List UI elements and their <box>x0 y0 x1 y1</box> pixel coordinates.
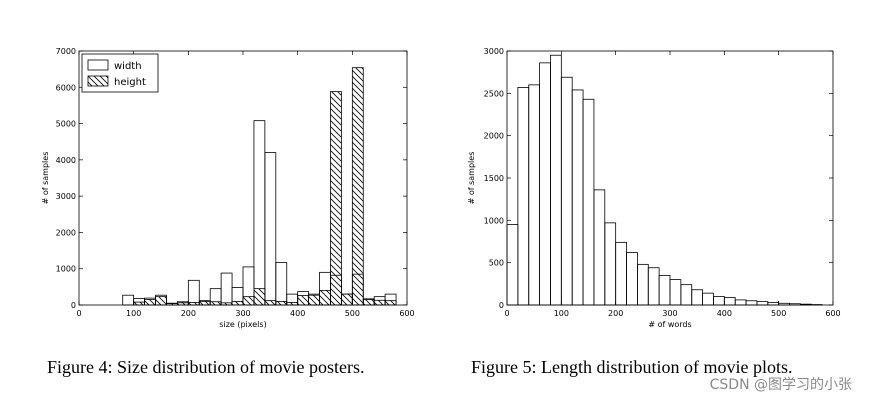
bar-height-540 <box>373 299 386 306</box>
bar-series-220 <box>626 252 638 306</box>
y-tick-label: 0 <box>499 301 504 310</box>
x-tick-label: 600 <box>399 309 414 318</box>
bar-series-160 <box>593 189 606 306</box>
bar-series-340 <box>691 289 704 306</box>
bar-series-380 <box>713 296 725 306</box>
bar-series-440 <box>745 300 758 306</box>
plot-length-chart: 0 100 200 300 400 500 600 0 500 1000 1500 2000 2500 3… <box>467 47 841 329</box>
x-tick-label: 100 <box>126 309 141 318</box>
y-tick-label: 3000 <box>56 192 76 201</box>
bar-series-120 <box>571 89 584 306</box>
y-tick-label: 500 <box>489 259 504 268</box>
bar-series-260 <box>647 267 660 306</box>
bar-height-460 <box>330 91 342 306</box>
x-tick-label: 0 <box>76 309 81 318</box>
x-tick-label: 500 <box>771 309 786 318</box>
bar-height-400 <box>297 295 309 306</box>
bar-height-320 <box>253 288 266 306</box>
bar-height-480 <box>340 293 353 306</box>
y-tick-label: 2500 <box>484 89 504 98</box>
bar-height-420 <box>308 294 320 306</box>
bar-width-260 <box>220 272 233 306</box>
x-tick-label: 0 <box>504 309 509 318</box>
legend-label-width: width <box>114 61 142 72</box>
bar-width-80 <box>122 294 135 306</box>
x-tick-label: 400 <box>717 309 732 318</box>
y-tick-label: 2000 <box>56 228 76 237</box>
bar-series-100 <box>560 76 573 306</box>
figure-4-caption: Figure 4: Size distribution of movie pos… <box>47 357 365 377</box>
bar-series-460 <box>756 301 769 306</box>
x-tick-label: 100 <box>554 309 569 318</box>
x-axis-label: # of words <box>648 320 691 329</box>
x-tick-label: 300 <box>235 309 250 318</box>
y-tick-label: 2000 <box>484 132 504 141</box>
legend-swatch-height <box>87 75 109 87</box>
figure-5-caption: Figure 5: Length distribution of movie p… <box>471 357 793 377</box>
bar-width-320 <box>253 120 266 306</box>
bar-series-20 <box>517 87 530 306</box>
bar-height-300 <box>242 296 255 306</box>
bar-series-80 <box>550 54 562 306</box>
bar-height-560 <box>384 300 397 306</box>
poster-size-chart: 0 100 200 300 400 500 600010002000300040005000… <box>41 47 415 329</box>
legend-label-height: height <box>114 77 146 88</box>
bar-width-340 <box>264 152 277 306</box>
y-tick-label: 3000 <box>484 47 504 56</box>
x-axis-label: size (pixels) <box>219 320 266 329</box>
bar-series-320 <box>680 284 693 306</box>
bar-height-520 <box>362 299 375 306</box>
bar-series-300 <box>669 279 682 306</box>
bar-height-140 <box>155 296 167 306</box>
y-tick-label: 5000 <box>56 120 76 129</box>
y-axis-label: # of samples <box>467 152 476 205</box>
bar-series-280 <box>658 274 671 306</box>
x-tick-label: 400 <box>290 309 305 318</box>
bar-height-180 <box>176 301 189 306</box>
y-tick-label: 4000 <box>56 156 76 165</box>
bar-height-360 <box>275 300 288 306</box>
x-tick-label: 200 <box>608 309 623 318</box>
y-tick-label: 7000 <box>56 47 76 56</box>
bar-series-400 <box>723 296 736 306</box>
bar-series-0 <box>506 224 519 306</box>
y-tick-label: 1500 <box>484 174 504 183</box>
bar-height-340 <box>264 300 277 306</box>
y-tick-label: 1000 <box>56 265 76 274</box>
bar-height-100 <box>133 301 146 306</box>
bar-series-40 <box>528 84 540 306</box>
x-tick-label: 300 <box>662 309 677 318</box>
x-tick-label: 500 <box>345 309 360 318</box>
bar-height-120 <box>144 299 156 306</box>
bar-series-140 <box>582 98 595 306</box>
y-tick-label: 6000 <box>56 83 76 92</box>
y-tick-label: 1000 <box>484 216 504 225</box>
x-tick-label: 200 <box>181 309 196 318</box>
legend-swatch-width <box>87 59 109 71</box>
bar-height-280 <box>231 300 244 306</box>
bar-height-240 <box>209 301 222 306</box>
bar-height-440 <box>319 290 331 306</box>
bar-height-220 <box>198 300 211 306</box>
csdn-watermark: CSDN @图学习的小张 <box>709 377 852 393</box>
bar-height-500 <box>351 67 364 306</box>
bar-series-180 <box>604 222 617 306</box>
bar-series-60 <box>539 62 551 306</box>
x-tick-label: 600 <box>825 309 840 318</box>
y-axis-label: # of samples <box>41 152 50 205</box>
bar-series-240 <box>636 263 649 306</box>
bar-series-360 <box>702 292 714 306</box>
bar-width-200 <box>187 279 200 306</box>
bar-series-200 <box>615 241 627 306</box>
bar-series-420 <box>734 299 747 306</box>
bar-width-360 <box>275 262 288 306</box>
y-tick-label: 0 <box>71 301 76 310</box>
